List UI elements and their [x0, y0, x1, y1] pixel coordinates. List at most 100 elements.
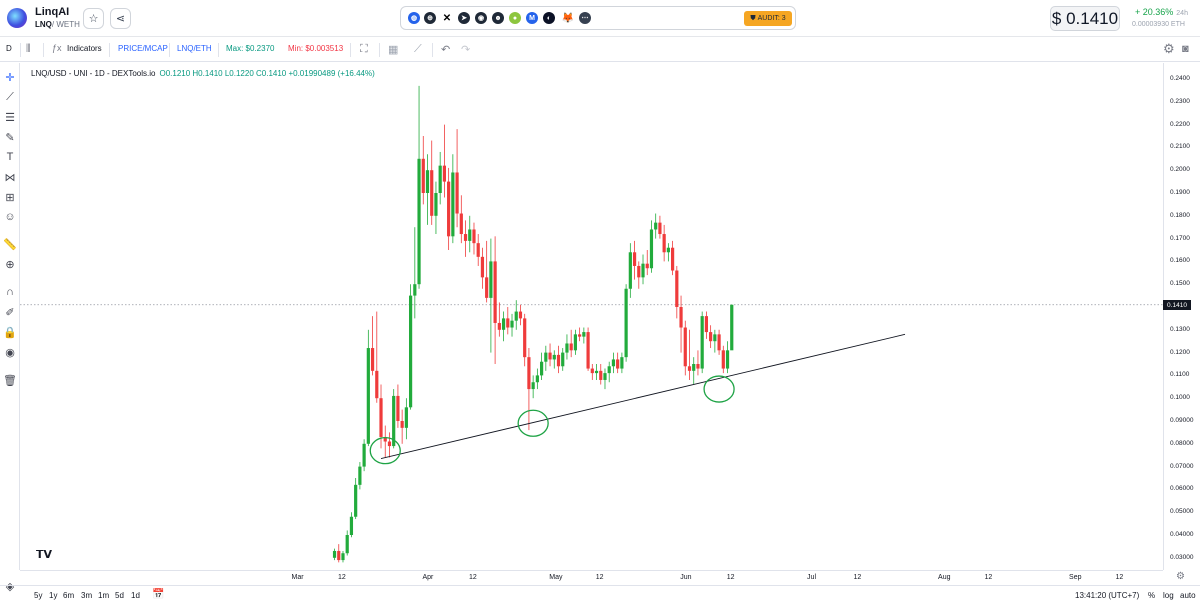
time-axis[interactable]: Mar 12 Apr 12 May 12 Jun 12 Jul 12 Aug 12 Sep 12 — [20, 570, 1163, 584]
price-chart[interactable] — [20, 63, 1163, 570]
candle-body — [523, 318, 527, 358]
reddit-icon[interactable]: ☻ — [492, 12, 504, 24]
candle-body — [654, 222, 658, 230]
candle-type-icon[interactable]: ⫴ — [26, 43, 31, 55]
candle-body — [480, 256, 485, 278]
candle-body — [514, 311, 518, 321]
forecast-icon[interactable]: ⊞ — [5, 191, 15, 204]
candle-body — [375, 370, 379, 399]
candle-body — [692, 364, 696, 371]
candle-body — [675, 270, 679, 307]
axis-settings-gear-icon[interactable]: ⚙ — [1176, 571, 1185, 582]
candle-body — [493, 261, 497, 323]
candle-body — [649, 229, 654, 269]
social-links-bar: ◍ ⊕ ✕ ➤ ◉ ☻ ● M ◐ 🦊 ⋯ ⛊ AUDIT: 3 — [400, 6, 796, 30]
date-range-icon[interactable]: 📅 — [152, 589, 165, 600]
fullscreen-icon[interactable]: ⛶ — [360, 43, 368, 55]
share-icon: ⋖ — [115, 13, 126, 25]
price-axis-label: 0.07000 — [1170, 462, 1194, 470]
discord-icon[interactable]: ◉ — [475, 12, 487, 24]
zoom-in-icon[interactable]: ⊕ — [5, 258, 15, 271]
price-axis[interactable]: 0.2400 0.2300 0.2200 0.2100 0.2000 0.1900 0.18… — [1163, 63, 1200, 570]
pair-toggle[interactable]: LNQ/ETH — [177, 44, 212, 53]
lock-icon[interactable]: 🔒 — [3, 326, 17, 339]
brush-icon[interactable]: ✎ — [5, 131, 15, 144]
price-axis-label: 0.2200 — [1170, 120, 1190, 128]
bar-chart-icon[interactable]: ▦ — [388, 44, 399, 56]
price-axis-label: 0.1200 — [1170, 348, 1190, 356]
ruler-icon[interactable]: 📏 — [3, 238, 17, 251]
trendline-icon[interactable]: ⟋ — [6, 90, 14, 103]
undo-icon[interactable]: ↶ — [441, 44, 451, 56]
camera-icon[interactable]: ◙ — [1182, 43, 1189, 55]
time-axis-label: Mar — [291, 574, 304, 581]
candle-body — [451, 172, 455, 237]
emoji-icon[interactable]: ☺ — [4, 211, 16, 223]
candle-body — [383, 436, 387, 442]
candle-body — [611, 359, 616, 367]
drawing-toolbar: ✛ ⟋ ☰ ✎ T ⋈ ⊞ ☺ 📏 ⊕ ∩ ✐ 🔒 ◉ 🗑 ◈ — [0, 63, 20, 593]
candle-body — [362, 443, 366, 467]
indicators-button[interactable]: Indicators — [67, 44, 102, 53]
candle-body — [535, 375, 539, 383]
magnet-icon[interactable]: ∩ — [6, 286, 14, 298]
horizontal-lines-icon[interactable]: ☰ — [5, 111, 15, 124]
range-1d[interactable]: 1d — [131, 591, 140, 600]
percent-toggle[interactable]: % — [1148, 591, 1156, 600]
line-chart-icon[interactable]: ⟋ — [414, 43, 422, 55]
range-6m[interactable]: 6m — [63, 591, 75, 600]
website-icon[interactable]: ◍ — [408, 12, 420, 24]
change-pct: + 20.36% — [1135, 7, 1174, 17]
log-toggle[interactable]: log — [1163, 591, 1174, 600]
audit-badge[interactable]: ⛊ AUDIT: 3 — [744, 11, 792, 26]
metamask-icon[interactable]: 🦊 — [561, 12, 575, 24]
range-3m[interactable]: 3m — [81, 591, 93, 600]
text-icon[interactable]: T — [6, 151, 14, 163]
candle-body — [531, 382, 535, 390]
eye-icon[interactable]: ◉ — [5, 346, 15, 359]
range-1m[interactable]: 1m — [98, 591, 110, 600]
candle-body — [556, 354, 561, 367]
etherscan-icon[interactable]: ◐ — [543, 12, 555, 24]
candle-body — [438, 165, 442, 193]
token-pair[interactable]: LNQ/ WETH — [35, 20, 80, 29]
candle-body — [641, 263, 645, 278]
layers-icon[interactable]: ◈ — [5, 580, 15, 593]
pattern-icon[interactable]: ⋈ — [4, 171, 16, 184]
favorite-button[interactable]: ☆ — [83, 8, 104, 29]
candle-body — [472, 229, 476, 244]
price-axis-label: 0.09000 — [1170, 417, 1194, 424]
lock-drawings-icon[interactable]: ✐ — [5, 306, 15, 319]
tradingview-logo[interactable]: 𝗧𝗩 — [36, 549, 53, 561]
interval-select[interactable]: D — [6, 44, 12, 53]
settings-gear-icon[interactable]: ⚙ — [1163, 41, 1175, 56]
candle-body — [485, 277, 489, 298]
crosshair-icon[interactable]: ✛ — [5, 71, 15, 84]
candle-body — [561, 352, 565, 367]
candle-body — [510, 320, 514, 328]
price-axis-label: 0.06000 — [1170, 485, 1194, 493]
more-icon[interactable]: ⋯ — [579, 12, 591, 24]
auto-toggle[interactable]: auto — [1180, 591, 1196, 600]
clock[interactable]: 13:41:20 (UTC+7) — [1075, 591, 1140, 600]
coinmarketcap-icon[interactable]: M — [526, 12, 538, 24]
candle-body — [442, 165, 447, 182]
share-button[interactable]: ⋖ — [110, 8, 131, 29]
chart-legend: LNQ/USD - UNI - 1D - DEXTools.io O0.1210 … — [31, 69, 375, 78]
range-5y[interactable]: 5y — [34, 591, 43, 600]
range-1y[interactable]: 1y — [49, 591, 58, 600]
globe-icon[interactable]: ⊕ — [424, 12, 436, 24]
price-mcap-toggle[interactable]: PRICE/MCAP — [118, 44, 168, 53]
range-5d[interactable]: 5d — [115, 591, 124, 600]
candle-body — [696, 364, 700, 369]
candle-body — [717, 334, 721, 351]
telegram-icon[interactable]: ➤ — [458, 12, 470, 24]
coingecko-icon[interactable]: ● — [509, 12, 521, 24]
x-icon[interactable]: ✕ — [441, 12, 453, 24]
candle-body — [658, 222, 662, 235]
current-price: $ 0.1410 — [1050, 6, 1120, 31]
time-axis-label: 12 — [468, 574, 477, 581]
candle-body — [730, 304, 734, 351]
trash-icon[interactable]: 🗑 — [3, 374, 17, 387]
redo-icon[interactable]: ↷ — [461, 44, 471, 56]
